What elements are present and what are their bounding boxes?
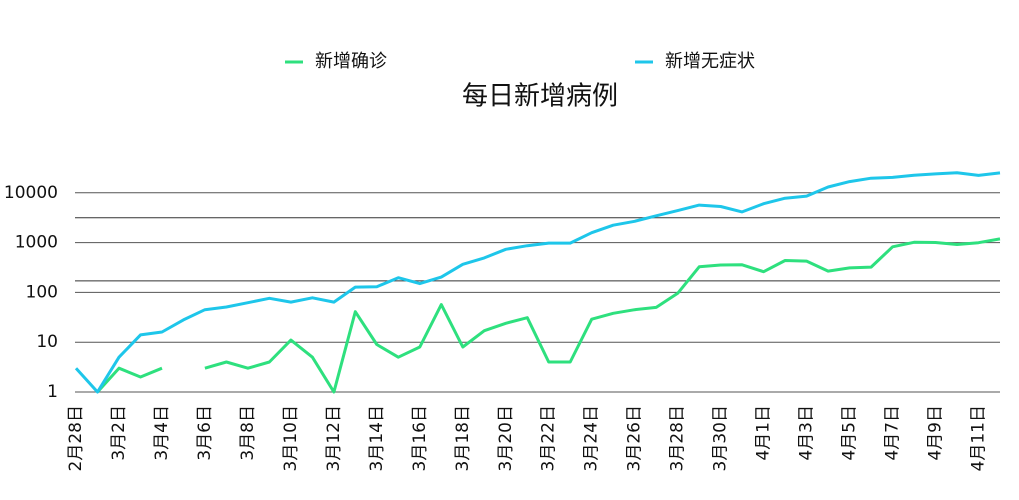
x-tick-label: 3月24日 [582,405,602,471]
chart-title: 每日新增病例 [462,82,618,112]
x-tick-label: 3月6日 [195,405,215,461]
x-tick-label: 4月3日 [797,405,817,461]
x-tick-label: 4月5日 [840,405,860,461]
x-tick-label: 3月16日 [410,405,430,471]
legend-label: 新增确诊 [315,51,387,72]
x-tick-label: 4月1日 [754,405,774,461]
x-tick-label: 3月20日 [496,405,516,471]
y-tick-label: 10000 [4,183,58,203]
x-tick-label: 3月14日 [367,405,387,471]
x-tick-label: 4月9日 [926,405,946,461]
x-tick-label: 4月7日 [883,405,903,461]
x-tick-label: 3月30日 [711,405,731,471]
x-tick-label: 3月2日 [109,405,129,461]
y-tick-label: 100 [26,282,58,302]
x-tick-label: 3月12日 [324,405,344,471]
x-tick-label: 3月28日 [668,405,688,471]
x-tick-label: 3月18日 [453,405,473,471]
x-tick-label: 2月28日 [66,405,86,471]
y-tick-label: 1 [47,382,58,402]
x-tick-label: 3月8日 [238,405,258,461]
x-tick-label: 3月22日 [539,405,559,471]
x-tick-label: 4月11日 [969,405,989,471]
y-tick-label: 10 [36,332,58,352]
series-line [74,171,1001,394]
x-tick-label: 3月4日 [152,405,172,461]
x-tick-label: 3月10日 [281,405,301,471]
x-tick-label: 3月26日 [625,405,645,471]
series-line [96,237,1001,394]
legend-label: 新增无症状 [665,51,755,72]
y-tick-label: 1000 [15,233,58,253]
